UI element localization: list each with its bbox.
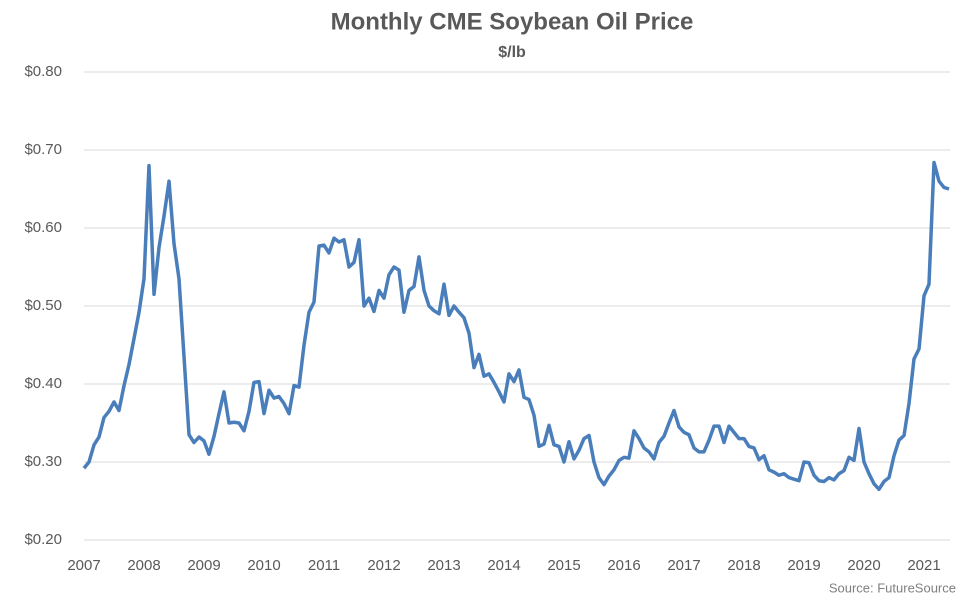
x-tick-label: 2011 [308, 557, 340, 574]
y-tick-label: $0.20 [24, 531, 62, 548]
x-tick-label: 2010 [247, 557, 280, 574]
x-tick-label: 2009 [187, 557, 220, 574]
y-tick-label: $0.40 [24, 375, 62, 392]
source-note: Source: FutureSource [829, 580, 956, 595]
chart-subtitle: $/lb [498, 44, 526, 61]
x-tick-label: 2008 [127, 557, 160, 574]
x-tick-label: 2021 [907, 557, 940, 574]
y-tick-label: $0.30 [24, 453, 62, 470]
x-tick-label: 2019 [787, 557, 820, 574]
x-tick-label: 2012 [367, 557, 400, 574]
x-tick-label: 2015 [547, 557, 580, 574]
y-tick-label: $0.50 [24, 297, 62, 314]
x-tick-label: 2020 [847, 557, 880, 574]
x-tick-label: 2017 [667, 557, 700, 574]
x-tick-label: 2013 [427, 557, 460, 574]
price-line [82, 160, 950, 492]
x-tick-label: 2018 [727, 557, 760, 574]
x-tick-label: 2016 [607, 557, 640, 574]
x-tick-label: 2007 [67, 557, 100, 574]
chart-title: Monthly CME Soybean Oil Price [331, 8, 694, 35]
y-tick-label: $0.60 [24, 219, 62, 236]
x-tick-label: 2014 [487, 557, 520, 574]
y-tick-label: $0.80 [24, 63, 62, 80]
y-tick-label: $0.70 [24, 141, 62, 158]
